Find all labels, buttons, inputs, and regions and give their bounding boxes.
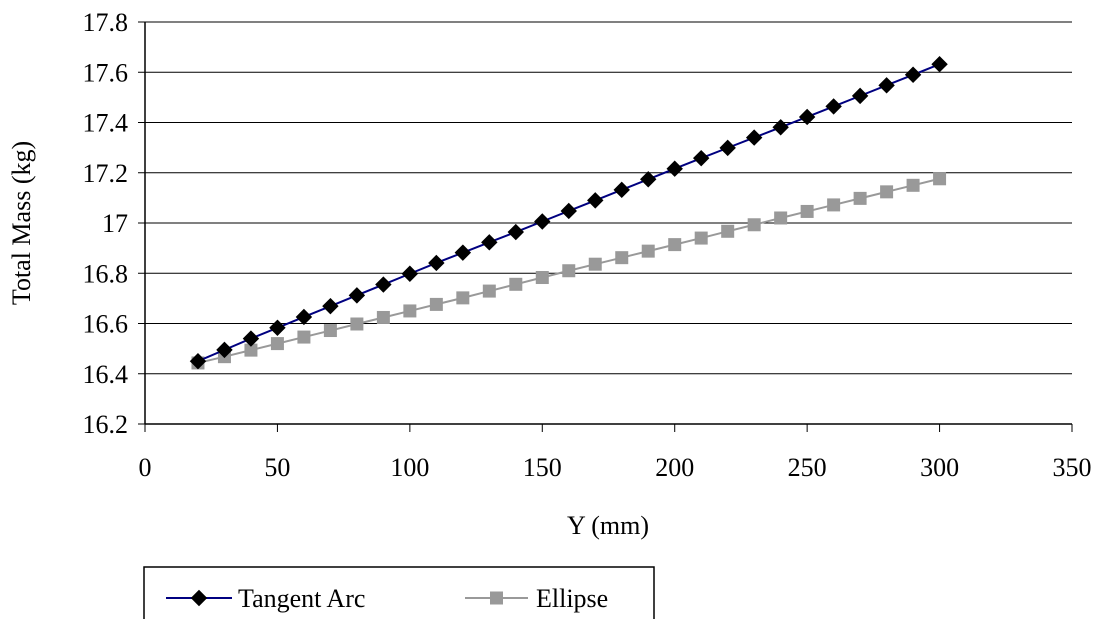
data-point-diamond xyxy=(507,223,525,241)
data-point-diamond xyxy=(269,319,286,336)
x-tick-label: 100 xyxy=(390,453,429,482)
data-point-diamond xyxy=(772,119,789,136)
data-point-diamond xyxy=(878,77,895,94)
legend-label: Ellipse xyxy=(536,584,608,613)
series-ellipse xyxy=(191,172,947,370)
data-point-square xyxy=(880,185,894,199)
x-tick-label: 250 xyxy=(788,453,827,482)
y-tick-label: 16.2 xyxy=(83,410,129,439)
data-point-square xyxy=(827,198,841,212)
y-tick-label: 17 xyxy=(102,209,128,238)
data-point-square xyxy=(615,251,629,265)
data-point-diamond xyxy=(322,297,339,315)
x-tick-label: 300 xyxy=(920,453,959,482)
data-point-diamond xyxy=(534,213,551,230)
y-tick-label: 16.6 xyxy=(83,310,129,339)
y-tick-label: 17.4 xyxy=(83,109,129,138)
data-point-square xyxy=(694,231,708,245)
data-point-square xyxy=(482,284,496,298)
y-tick-label: 17.6 xyxy=(83,58,129,87)
data-point-diamond xyxy=(798,108,816,126)
data-point-diamond xyxy=(613,181,630,199)
data-point-square xyxy=(376,310,390,324)
data-point-diamond xyxy=(666,160,683,177)
data-point-square xyxy=(668,238,682,252)
data-point-diamond xyxy=(242,330,260,347)
data-point-diamond xyxy=(904,66,922,83)
legend-marker xyxy=(490,591,503,605)
data-point-diamond xyxy=(401,265,419,282)
legend-box xyxy=(143,566,655,619)
data-point-square xyxy=(774,211,788,225)
data-point-diamond xyxy=(348,287,366,304)
data-point-square xyxy=(350,317,364,331)
data-point-diamond xyxy=(825,98,842,115)
data-point-square xyxy=(429,297,443,311)
data-point-diamond xyxy=(745,129,763,146)
data-point-square xyxy=(641,244,655,258)
series-group xyxy=(189,56,948,370)
data-point-square xyxy=(270,337,284,351)
data-point-square xyxy=(721,224,735,238)
legend-label: Tangent Arc xyxy=(238,584,365,613)
series-tangent-arc xyxy=(189,56,948,370)
x-tick-label: 200 xyxy=(655,453,694,482)
data-point-square xyxy=(853,191,867,205)
y-axis-title: Total Mass (kg) xyxy=(7,141,36,305)
y-tick-label: 16.8 xyxy=(83,259,129,288)
data-point-square xyxy=(906,178,920,192)
data-point-square xyxy=(588,257,602,271)
axes: 16.2 16.4 16.6 16.8 17 17.2 17.4 17.6 17.8 0 50 100… xyxy=(83,8,1092,482)
x-tick-label: 50 xyxy=(264,453,290,482)
legend-marker xyxy=(190,589,208,607)
x-tick-label: 150 xyxy=(523,453,562,482)
data-point-square xyxy=(933,172,947,186)
data-point-square xyxy=(509,277,523,291)
data-point-square xyxy=(403,304,417,318)
data-point-square xyxy=(800,204,814,218)
data-point-diamond xyxy=(640,171,657,188)
data-point-diamond xyxy=(719,139,736,157)
data-point-diamond xyxy=(375,276,392,293)
data-point-diamond xyxy=(189,352,207,370)
data-point-square xyxy=(747,218,761,232)
y-tick-label: 16.4 xyxy=(83,360,129,389)
data-point-diamond xyxy=(295,308,313,326)
data-point-square xyxy=(535,271,549,285)
data-point-diamond xyxy=(692,149,710,167)
data-point-diamond xyxy=(216,341,233,359)
data-point-diamond xyxy=(851,87,869,105)
x-axis-title: Y (mm) xyxy=(567,511,649,540)
data-point-diamond xyxy=(931,56,948,73)
data-point-square xyxy=(562,264,576,278)
gridlines xyxy=(145,21,1072,375)
legend: Tangent Arc Ellipse xyxy=(143,566,655,619)
data-point-square xyxy=(323,324,337,338)
x-tick-label: 350 xyxy=(1053,453,1092,482)
data-point-square xyxy=(297,330,311,344)
data-point-diamond xyxy=(481,234,498,251)
data-point-diamond xyxy=(587,192,604,209)
y-tick-label: 17.2 xyxy=(83,159,129,188)
x-tick-label: 0 xyxy=(139,453,152,482)
data-point-diamond xyxy=(428,254,445,272)
data-point-diamond xyxy=(454,244,472,261)
y-tick-label: 17.8 xyxy=(83,8,129,37)
data-point-square xyxy=(456,291,470,305)
data-point-diamond xyxy=(560,202,577,220)
